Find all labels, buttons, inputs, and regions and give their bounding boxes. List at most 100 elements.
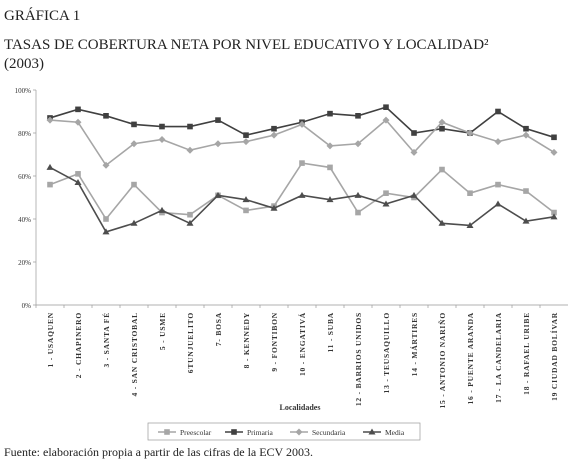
marker	[187, 211, 193, 218]
marker	[270, 204, 278, 211]
x-axis-label: Localidades	[280, 403, 321, 412]
marker	[243, 132, 249, 138]
x-tick-label: 8 - KENNEDY	[242, 312, 251, 368]
marker	[74, 178, 82, 185]
x-tick-label: 15 - ANTONIO NARIÑO	[438, 312, 447, 409]
marker	[131, 121, 137, 128]
marker	[550, 213, 558, 220]
marker	[410, 148, 418, 156]
x-tick-label: 9 - FONTIBON	[270, 312, 279, 372]
marker	[522, 217, 530, 224]
y-tick-label: 20%	[18, 259, 31, 267]
marker	[326, 196, 334, 203]
marker	[242, 196, 250, 203]
marker	[551, 134, 557, 141]
marker	[383, 104, 389, 110]
marker	[466, 129, 474, 137]
x-tick-label: 4 - SAN CRISTOBAL	[130, 312, 139, 397]
marker	[158, 206, 166, 213]
marker	[523, 188, 529, 194]
marker	[382, 116, 390, 124]
marker	[354, 140, 362, 148]
marker	[159, 123, 165, 130]
marker	[298, 120, 306, 128]
legend-box	[147, 422, 421, 441]
y-tick-label: 0%	[22, 302, 32, 310]
marker	[158, 135, 166, 143]
y-tick-label: 60%	[18, 173, 31, 181]
marker	[47, 181, 53, 188]
marker	[523, 125, 529, 132]
legend-marker	[295, 428, 303, 436]
y-tick-label: 40%	[18, 216, 31, 224]
x-tick-label: 12 - BARRIOS UNIDOS	[354, 312, 363, 406]
marker	[439, 125, 445, 132]
y-tick-label: 100%	[15, 87, 32, 95]
marker	[551, 209, 557, 216]
x-tick-label: 7- BOSA	[214, 312, 223, 346]
x-tick-label: 16 - PUENTE ARANDA	[466, 312, 475, 405]
marker	[102, 161, 110, 169]
x-tick-label: 10 - ENGATIVÁ	[297, 312, 307, 376]
legend-marker	[231, 429, 237, 435]
legend-label: Secundaria	[312, 428, 346, 437]
marker	[270, 131, 278, 139]
legend-label: Primaria	[247, 428, 273, 437]
marker	[103, 113, 109, 119]
marker	[466, 221, 474, 228]
marker	[186, 219, 194, 226]
marker	[102, 228, 110, 235]
marker	[242, 138, 250, 146]
marker	[46, 116, 54, 124]
marker	[354, 191, 362, 198]
marker	[74, 118, 82, 126]
marker	[214, 191, 222, 198]
chart-year: (2003)	[4, 56, 44, 72]
x-tick-label: 14 - MÁRTIRES	[409, 312, 419, 376]
marker	[355, 113, 361, 119]
chart-title: GRÁFICA 1	[4, 7, 80, 24]
marker	[467, 190, 473, 196]
legend-label: Preescolar	[180, 428, 212, 437]
marker	[46, 163, 54, 170]
legend-label: Media	[385, 428, 405, 437]
marker	[495, 108, 501, 115]
marker	[298, 191, 306, 198]
source-note: Fuente: elaboración propia a partir de l…	[4, 445, 313, 459]
marker	[187, 123, 193, 130]
marker	[327, 164, 333, 171]
marker	[131, 181, 137, 188]
legend-marker	[368, 428, 376, 435]
x-tick-label: 11 - SUBA	[326, 312, 335, 353]
marker	[383, 190, 389, 196]
marker	[299, 160, 305, 166]
marker	[75, 106, 81, 113]
marker	[410, 191, 418, 198]
x-tick-label: 17 - LA CANDELARIA	[494, 312, 503, 403]
marker	[438, 219, 446, 226]
marker	[550, 148, 558, 156]
marker	[271, 125, 277, 132]
marker	[494, 200, 502, 207]
marker	[439, 166, 445, 173]
marker	[186, 146, 194, 154]
series-line	[49, 166, 555, 233]
marker	[243, 207, 249, 214]
x-tick-label: 3 - SANTA FÉ	[101, 312, 111, 368]
legend-marker	[164, 429, 170, 435]
series-line	[49, 162, 555, 221]
x-tick-label: 2 - CHAPINERO	[74, 312, 83, 378]
x-tick-label: 18 - RAFAEL URIBE	[522, 312, 531, 395]
marker	[214, 140, 222, 148]
marker	[215, 117, 221, 123]
x-tick-label: 13 - TEUSAQUILLO	[382, 312, 391, 393]
x-tick-label: 19 CIUDAD BOLÍVAR	[549, 312, 559, 401]
x-tick-label: 1 - USAQUEN	[46, 312, 55, 367]
marker	[522, 131, 530, 139]
y-tick-label: 80%	[18, 130, 31, 138]
marker	[495, 181, 501, 188]
x-tick-label: 6TUNJUELITO	[186, 312, 195, 373]
marker	[355, 209, 361, 216]
marker	[438, 118, 446, 126]
